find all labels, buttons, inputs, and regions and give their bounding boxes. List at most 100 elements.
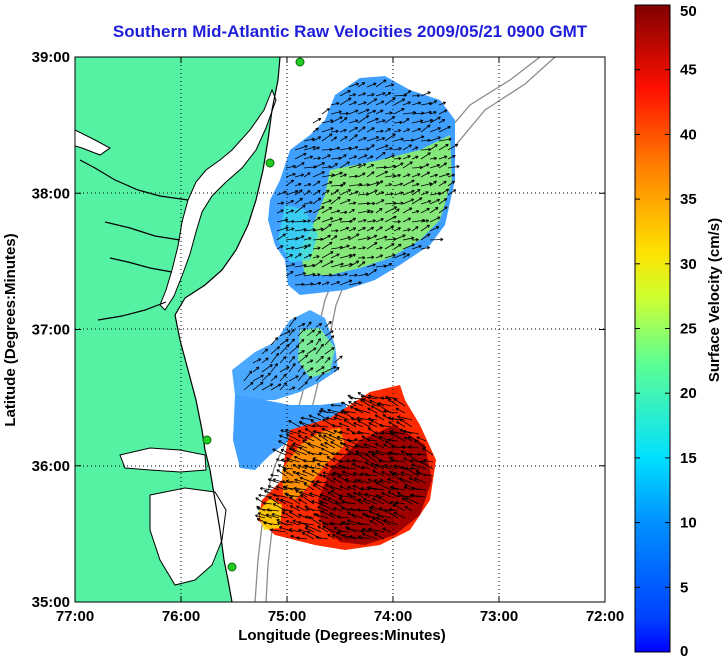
velocity-arrow	[348, 190, 359, 196]
velocity-arrow	[315, 330, 322, 337]
velocity-arrow	[339, 253, 353, 259]
velocity-arrow	[276, 190, 287, 196]
velocity-arrow	[306, 329, 316, 337]
velocity-arrow	[303, 237, 312, 241]
velocity-arrow	[366, 181, 380, 187]
velocity-arrow	[330, 146, 341, 151]
velocity-arrow	[348, 101, 357, 106]
velocity-arrow	[321, 119, 334, 124]
velocity-arrow	[339, 90, 351, 97]
velocity-arrow	[339, 199, 351, 205]
velocity-arrow	[252, 366, 260, 373]
y-tick-label: 39:00	[32, 49, 70, 66]
velocity-arrow	[355, 452, 371, 463]
velocity-arrow	[348, 273, 358, 277]
velocity-arrow	[381, 471, 392, 477]
velocity-arrow	[297, 381, 308, 391]
velocity-arrow	[312, 260, 323, 268]
colorbar-tick-label: 50	[680, 3, 697, 20]
velocity-arrow	[288, 355, 296, 364]
velocity-arrow	[357, 246, 366, 250]
velocity-arrow	[332, 477, 343, 484]
velocity-arrow	[252, 381, 264, 391]
velocity-arrow	[420, 182, 433, 187]
velocity-arrow	[438, 188, 450, 196]
velocity-arrow	[402, 101, 411, 106]
velocity-arrow	[393, 162, 404, 169]
velocity-arrow	[350, 417, 364, 421]
velocity-arrow	[429, 111, 437, 115]
colorbar-label: Surface Velocity (cm/s)	[706, 218, 723, 382]
velocity-arrow	[304, 505, 315, 512]
velocity-arrow	[351, 463, 364, 470]
velocity-arrow	[276, 201, 285, 205]
velocity-arrow	[294, 145, 308, 151]
velocity-arrow	[366, 117, 379, 124]
velocity-arrow	[294, 197, 303, 205]
velocity-arrow	[306, 367, 314, 373]
velocity-arrow	[266, 508, 280, 512]
velocity-arrow	[393, 234, 406, 241]
velocity-arrow	[294, 162, 305, 169]
velocity-arrow	[330, 262, 344, 268]
velocity-arrow	[410, 466, 420, 471]
velocity-arrow	[416, 436, 427, 442]
velocity-arrow	[252, 358, 262, 364]
velocity-arrow	[393, 98, 406, 106]
velocity-arrow	[366, 144, 375, 151]
colorbar-tick-label: 30	[680, 256, 697, 273]
velocity-arrow	[348, 281, 362, 286]
velocity-arrow	[375, 119, 386, 124]
velocity-arrow	[352, 492, 364, 498]
velocity-arrow	[337, 515, 350, 519]
velocity-arrow	[353, 479, 364, 484]
river-rappahannock	[104, 221, 181, 241]
velocity-arrow	[366, 234, 378, 241]
velocity-arrow	[447, 189, 457, 196]
velocity-arrow	[315, 338, 322, 346]
velocity-arrow	[384, 91, 392, 97]
velocity-arrow	[357, 478, 371, 484]
velocity-arrow	[357, 256, 366, 260]
velocity-arrow	[322, 434, 336, 442]
velocity-arrow	[375, 235, 388, 241]
velocity-arrow	[411, 119, 424, 124]
velocity-arrow	[263, 521, 280, 526]
velocity-arrow	[396, 421, 406, 428]
velocity-arrow	[348, 253, 356, 259]
velocity-arrow	[387, 398, 399, 407]
velocity-arrow	[256, 507, 273, 512]
velocity-arrow	[402, 207, 413, 214]
velocity-arrow	[369, 520, 378, 526]
velocity-arrow	[333, 507, 343, 512]
velocity-arrow	[294, 204, 306, 214]
velocity-arrow	[319, 503, 336, 512]
velocity-arrow	[342, 520, 357, 526]
velocity-arrow	[280, 429, 294, 435]
velocity-arrow	[366, 242, 378, 250]
velocity-arrow	[348, 82, 359, 88]
velocity-arrow	[438, 155, 448, 160]
y-tick-label: 37:00	[32, 322, 70, 339]
velocity-arrow	[319, 493, 329, 498]
y-axis-label: Latitude (Degrees:Minutes)	[2, 233, 19, 426]
velocity-arrow	[276, 209, 284, 214]
velocity-arrow	[447, 143, 459, 151]
velocity-arrow	[377, 496, 392, 505]
velocity-arrow	[402, 429, 420, 435]
velocity-arrow	[447, 173, 456, 178]
velocity-arrow	[357, 498, 371, 505]
colorbar-tick-label: 20	[680, 385, 697, 402]
velocity-arrow	[312, 216, 321, 223]
velocity-arrow	[381, 492, 392, 498]
velocity-arrow	[356, 508, 371, 512]
velocity-arrow	[315, 366, 325, 373]
velocity-arrow	[348, 233, 360, 241]
velocity-arrow	[312, 136, 322, 142]
velocity-arrow	[384, 253, 396, 259]
velocity-arrow	[312, 117, 322, 124]
velocity-arrow	[366, 93, 375, 97]
velocity-arrow	[315, 355, 324, 364]
velocity-arrow	[339, 97, 352, 106]
